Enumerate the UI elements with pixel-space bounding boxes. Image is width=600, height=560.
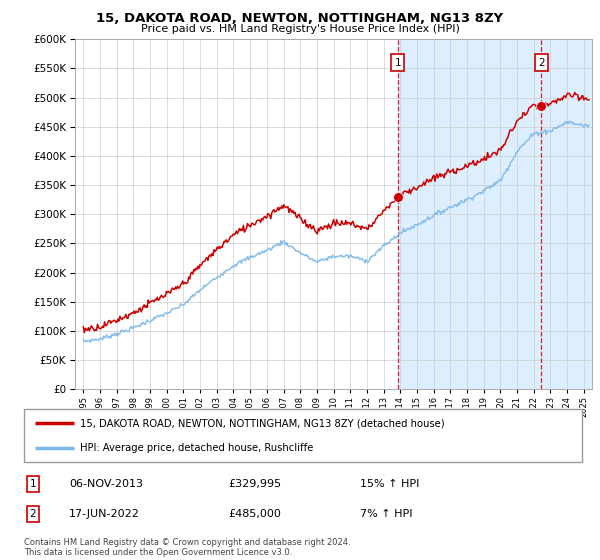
Text: 1: 1 xyxy=(395,58,401,68)
Text: 2: 2 xyxy=(538,58,545,68)
Text: 15, DAKOTA ROAD, NEWTON, NOTTINGHAM, NG13 8ZY: 15, DAKOTA ROAD, NEWTON, NOTTINGHAM, NG1… xyxy=(97,12,503,25)
Text: Price paid vs. HM Land Registry's House Price Index (HPI): Price paid vs. HM Land Registry's House … xyxy=(140,24,460,34)
Text: 7% ↑ HPI: 7% ↑ HPI xyxy=(360,509,413,519)
Bar xyxy=(398,39,592,389)
Text: £485,000: £485,000 xyxy=(228,509,281,519)
Text: Contains HM Land Registry data © Crown copyright and database right 2024.
This d: Contains HM Land Registry data © Crown c… xyxy=(24,538,350,557)
Text: £329,995: £329,995 xyxy=(228,479,281,489)
Text: HPI: Average price, detached house, Rushcliffe: HPI: Average price, detached house, Rush… xyxy=(80,442,313,452)
Text: 15, DAKOTA ROAD, NEWTON, NOTTINGHAM, NG13 8ZY (detached house): 15, DAKOTA ROAD, NEWTON, NOTTINGHAM, NG1… xyxy=(80,418,445,428)
Text: 17-JUN-2022: 17-JUN-2022 xyxy=(69,509,140,519)
Text: 2: 2 xyxy=(29,509,37,519)
Text: 06-NOV-2013: 06-NOV-2013 xyxy=(69,479,143,489)
Text: 1: 1 xyxy=(29,479,37,489)
Text: 15% ↑ HPI: 15% ↑ HPI xyxy=(360,479,419,489)
